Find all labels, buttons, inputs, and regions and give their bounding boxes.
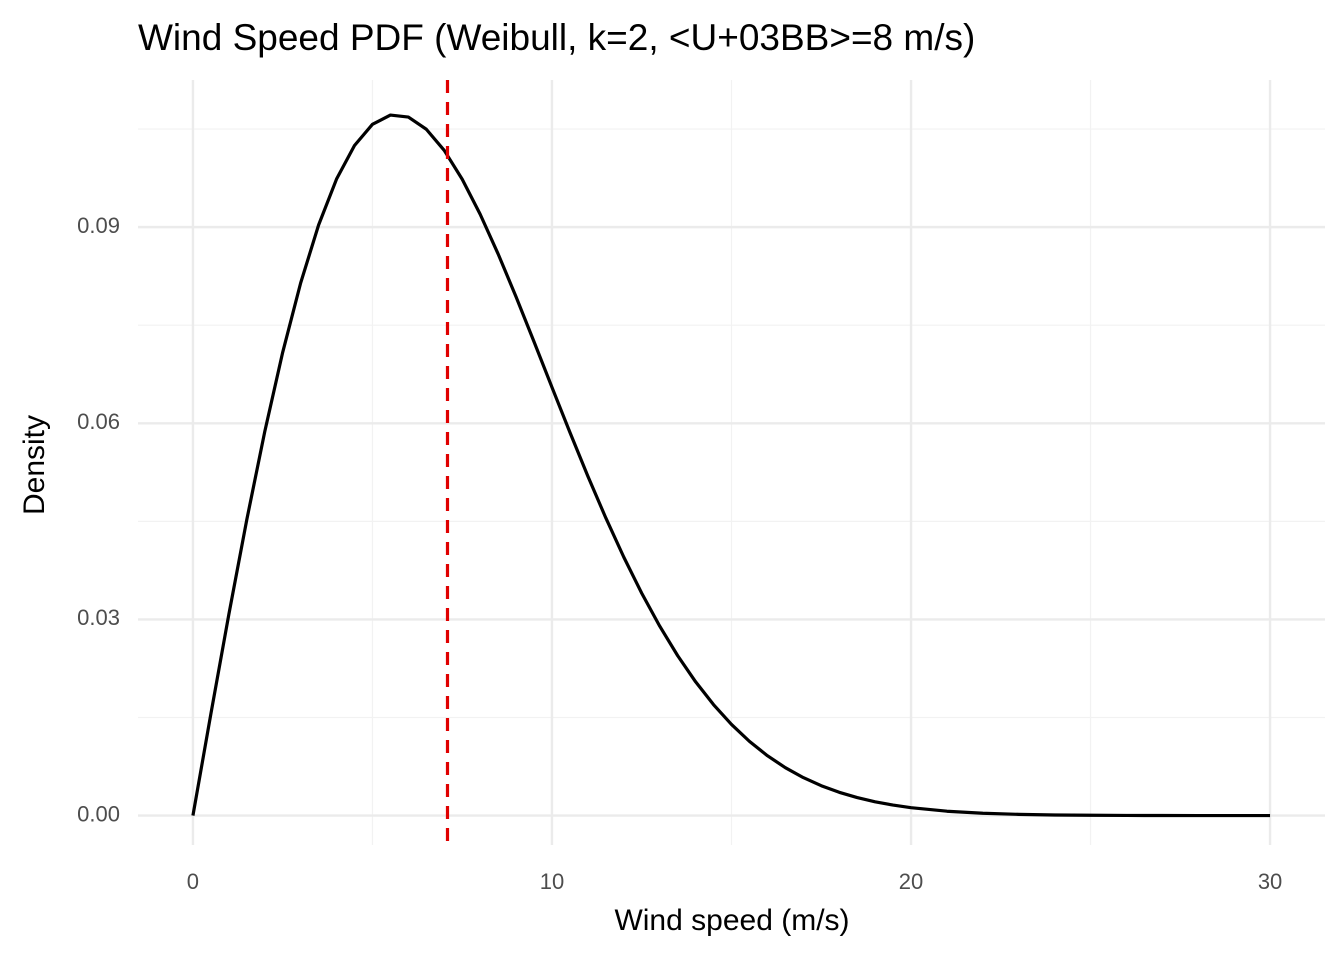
y-axis-title: Density <box>18 415 51 515</box>
x-tick-label: 30 <box>1258 869 1282 894</box>
y-tick-label: 0.00 <box>77 801 120 826</box>
density-line <box>191 113 1271 818</box>
x-tick-label: 20 <box>899 869 923 894</box>
x-tick-label: 10 <box>540 869 564 894</box>
y-tick-label: 0.09 <box>77 213 120 238</box>
chart-title: Wind Speed PDF (Weibull, k=2, <U+03BB>=8… <box>138 17 975 58</box>
x-axis-title: Wind speed (m/s) <box>614 904 849 937</box>
y-tick-label: 0.03 <box>77 605 120 630</box>
y-tick-label: 0.06 <box>77 409 120 434</box>
x-tick-label: 0 <box>187 869 199 894</box>
